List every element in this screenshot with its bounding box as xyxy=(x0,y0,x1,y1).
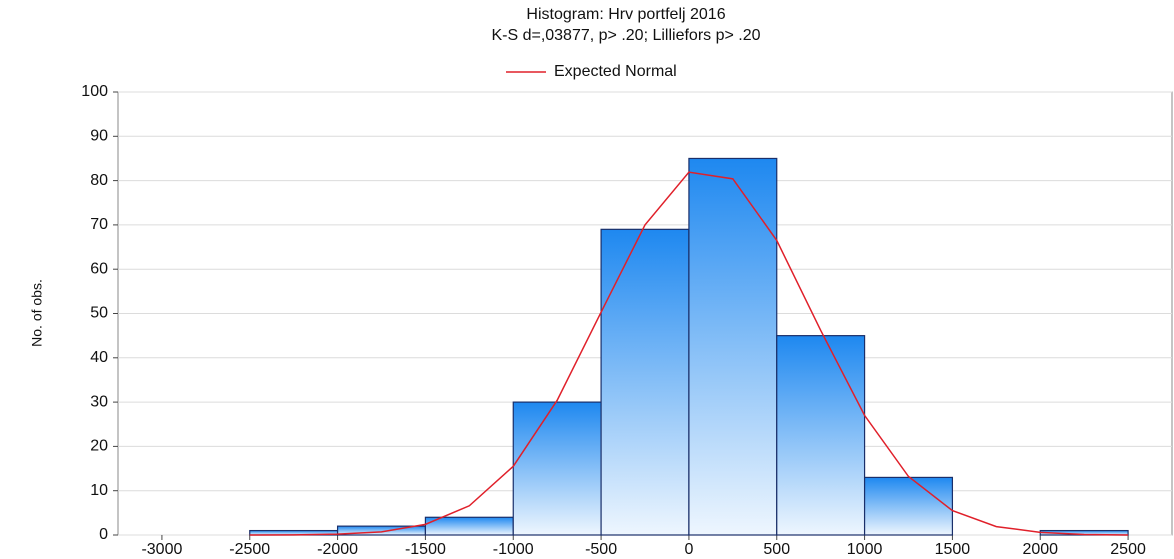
y-tick-label: 40 xyxy=(90,349,108,366)
x-tick-label: -2000 xyxy=(317,541,358,558)
legend-label: Expected Normal xyxy=(554,63,677,80)
chart-subtitle: K-S d=,03877, p> .20; Lilliefors p> .20 xyxy=(491,27,760,44)
x-tick-label: -500 xyxy=(585,541,617,558)
x-tick-label: -2500 xyxy=(229,541,270,558)
bar xyxy=(776,335,866,536)
y-tick-label: 10 xyxy=(90,482,108,499)
x-tick-label: 2000 xyxy=(1022,541,1058,558)
bar xyxy=(688,157,778,536)
y-tick-label: 80 xyxy=(90,172,108,189)
y-tick-label: 100 xyxy=(81,83,108,100)
bar xyxy=(863,476,954,536)
y-tick-label: 70 xyxy=(90,216,108,233)
bar xyxy=(512,401,602,536)
x-tick-label: -1500 xyxy=(405,541,446,558)
bar xyxy=(424,516,514,536)
x-tick-label: 2500 xyxy=(1110,541,1146,558)
y-axis-label: No. of obs. xyxy=(29,279,45,347)
x-tick-label: -3000 xyxy=(141,541,182,558)
chart-title: Histogram: Hrv portfelj 2016 xyxy=(526,6,725,23)
x-tick-label: 500 xyxy=(763,541,790,558)
y-tick-label: 60 xyxy=(90,260,108,277)
x-tick-label: 1000 xyxy=(847,541,883,558)
y-tick-label: 0 xyxy=(99,526,108,543)
x-tick-label: 1500 xyxy=(935,541,971,558)
normal-curve xyxy=(249,171,1129,536)
y-tick-label: 30 xyxy=(90,393,108,410)
y-tick-label: 20 xyxy=(90,438,108,455)
bar xyxy=(600,228,690,536)
x-tick-label: -1000 xyxy=(493,541,534,558)
x-tick-label: 0 xyxy=(684,541,693,558)
y-tick-label: 50 xyxy=(90,305,108,322)
y-tick-label: 90 xyxy=(90,128,108,145)
